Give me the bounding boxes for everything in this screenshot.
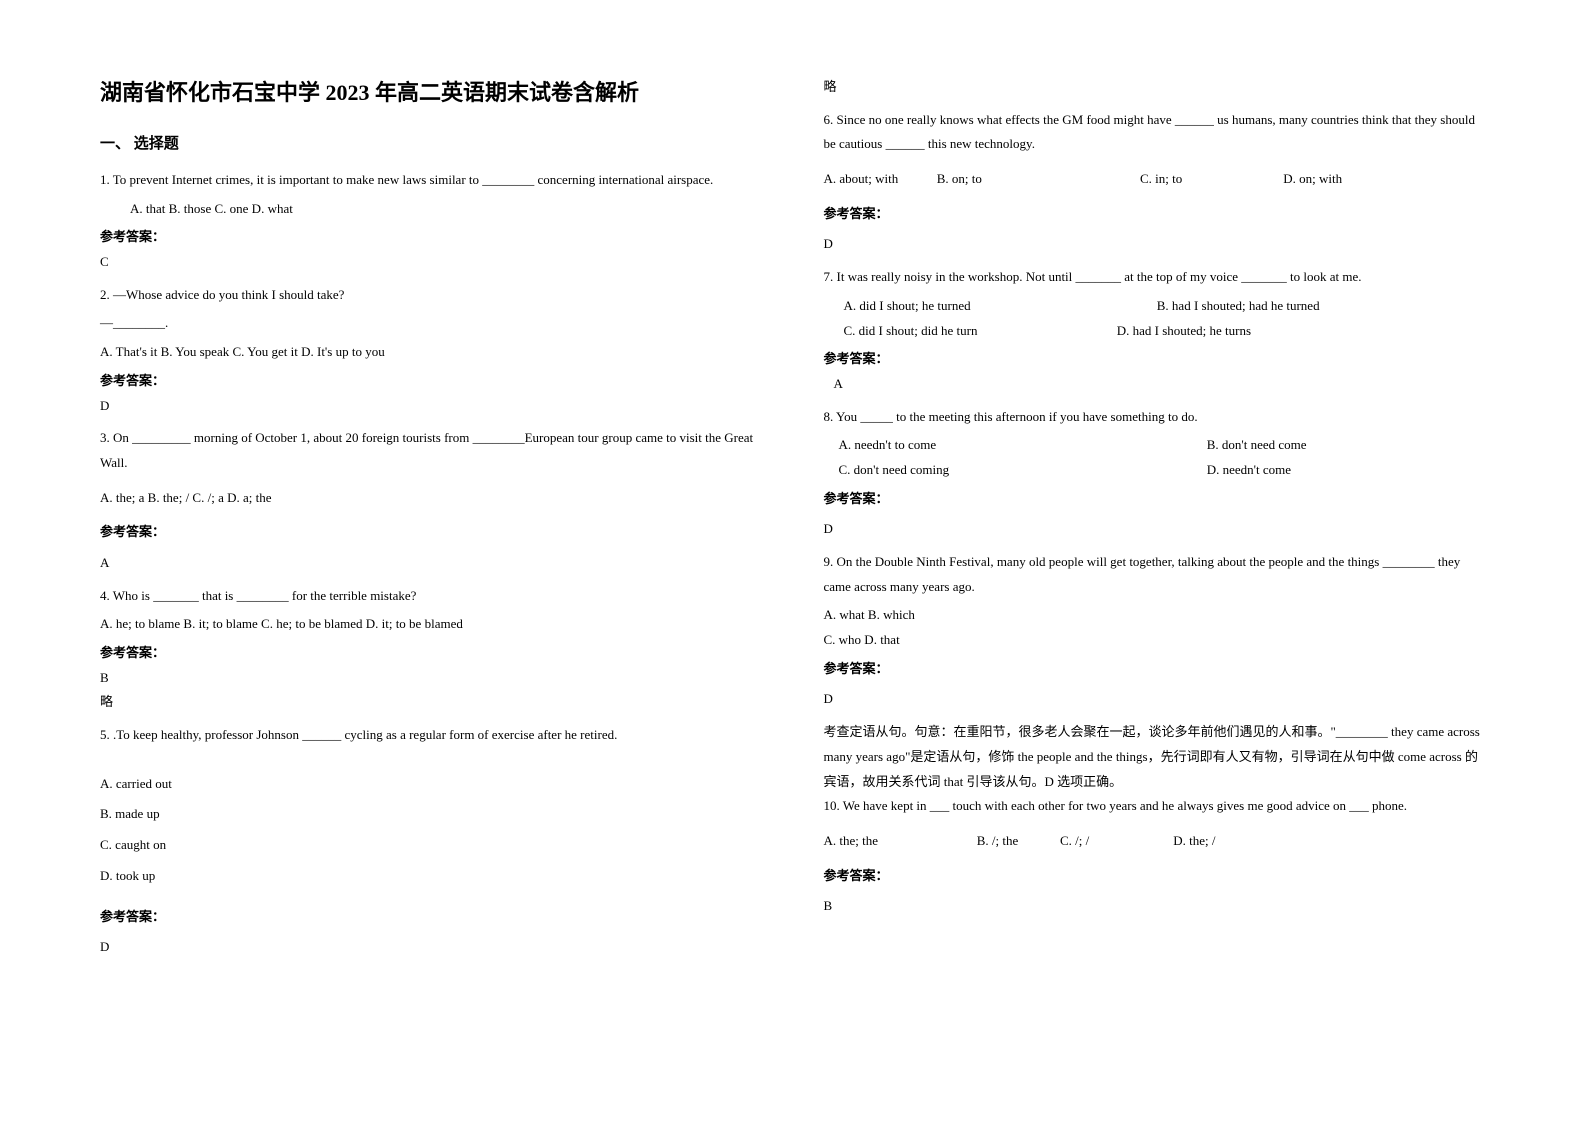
question-2: 2. —Whose advice do you think I should t… — [100, 283, 764, 308]
question-8-optB: B. don't need come — [1207, 437, 1307, 452]
question-5-answer: D — [100, 935, 764, 960]
answer-label: 参考答案： — [824, 202, 1488, 227]
question-2-options: A. That's it B. You speak C. You get it … — [100, 340, 764, 365]
question-7: 7. It was really noisy in the workshop. … — [824, 265, 1488, 290]
question-5: 5. .To keep healthy, professor Johnson _… — [100, 723, 764, 748]
question-7-optB: B. had I shouted; had he turned — [1157, 298, 1320, 313]
question-7-options-row2: C. did I shout; did he turn D. had I sho… — [824, 319, 1488, 344]
question-7-optC: C. did I shout; did he turn — [824, 319, 1114, 344]
question-9-explanation: 考查定语从句。句意：在重阳节，很多老人会聚在一起，谈论多年前他们遇见的人和事。"… — [824, 720, 1488, 794]
question-5-optC: C. caught on — [100, 833, 764, 858]
question-8-optA: A. needn't to come — [824, 433, 1204, 458]
question-6-options: A. about; with B. on; to C. in; to D. on… — [824, 167, 1488, 192]
right-column: 略 6. Since no one really knows what effe… — [824, 75, 1488, 1047]
question-1-options: A. that B. those C. one D. what — [100, 197, 764, 222]
answer-label: 参考答案： — [100, 641, 764, 666]
question-6-optD: D. on; with — [1283, 167, 1342, 192]
question-6-optA: A. about; with — [824, 167, 934, 192]
question-10-options: A. the; the B. /; the C. /; / D. the; / — [824, 829, 1488, 854]
question-8-optC: C. don't need coming — [824, 458, 1204, 483]
question-9-answer: D — [824, 687, 1488, 712]
answer-label: 参考答案： — [824, 347, 1488, 372]
question-4: 4. Who is _______ that is ________ for t… — [100, 584, 764, 609]
question-8-options-row2: C. don't need coming D. needn't come — [824, 458, 1488, 483]
answer-label: 参考答案： — [100, 520, 764, 545]
question-7-answer: A — [824, 372, 1488, 397]
question-7-options-row1: A. did I shout; he turned B. had I shout… — [824, 294, 1488, 319]
question-4-note: 略 — [100, 690, 764, 715]
question-10-optA: A. the; the — [824, 829, 974, 854]
section-header: 一、 选择题 — [100, 132, 764, 153]
question-6-optB: B. on; to — [937, 167, 1137, 192]
question-5-optB: B. made up — [100, 802, 764, 827]
question-9: 9. On the Double Ninth Festival, many ol… — [824, 550, 1488, 599]
question-3-answer: A — [100, 551, 764, 576]
question-9-optsAB: A. what B. which — [824, 603, 1488, 628]
left-column: 湖南省怀化市石宝中学 2023 年高二英语期末试卷含解析 一、 选择题 1. T… — [100, 75, 764, 1047]
question-6-answer: D — [824, 232, 1488, 257]
question-10: 10. We have kept in ___ touch with each … — [824, 794, 1488, 819]
question-8-optD: D. needn't come — [1207, 462, 1291, 477]
answer-label: 参考答案： — [824, 487, 1488, 512]
question-8: 8. You _____ to the meeting this afterno… — [824, 405, 1488, 430]
question-7-optA: A. did I shout; he turned — [824, 294, 1154, 319]
question-4-options: A. he; to blame B. it; to blame C. he; t… — [100, 612, 764, 637]
exam-title: 湖南省怀化市石宝中学 2023 年高二英语期末试卷含解析 — [100, 75, 764, 107]
question-10-optB: B. /; the — [977, 829, 1057, 854]
question-5-optD: D. took up — [100, 864, 764, 889]
question-3-options: A. the; a B. the; / C. /; a D. a; the — [100, 486, 764, 511]
question-2-answer: D — [100, 394, 764, 419]
question-9-optsCD: C. who D. that — [824, 628, 1488, 653]
question-5-note: 略 — [824, 75, 1488, 100]
question-4-answer: B — [100, 666, 764, 691]
answer-label: 参考答案： — [824, 657, 1488, 682]
question-5-optA: A. carried out — [100, 772, 764, 797]
question-10-optC: C. /; / — [1060, 829, 1170, 854]
answer-label: 参考答案： — [100, 225, 764, 250]
question-1: 1. To prevent Internet crimes, it is imp… — [100, 168, 764, 193]
question-2-line2: —________. — [100, 311, 764, 336]
question-8-options-row1: A. needn't to come B. don't need come — [824, 433, 1488, 458]
question-3: 3. On _________ morning of October 1, ab… — [100, 426, 764, 475]
question-8-answer: D — [824, 517, 1488, 542]
answer-label: 参考答案： — [100, 369, 764, 394]
question-7-optD: D. had I shouted; he turns — [1117, 323, 1251, 338]
question-6: 6. Since no one really knows what effect… — [824, 108, 1488, 157]
question-6-optC: C. in; to — [1140, 167, 1280, 192]
question-10-optD: D. the; / — [1173, 829, 1215, 854]
question-10-answer: B — [824, 894, 1488, 919]
answer-label: 参考答案： — [824, 864, 1488, 889]
answer-label: 参考答案： — [100, 905, 764, 930]
question-1-answer: C — [100, 250, 764, 275]
